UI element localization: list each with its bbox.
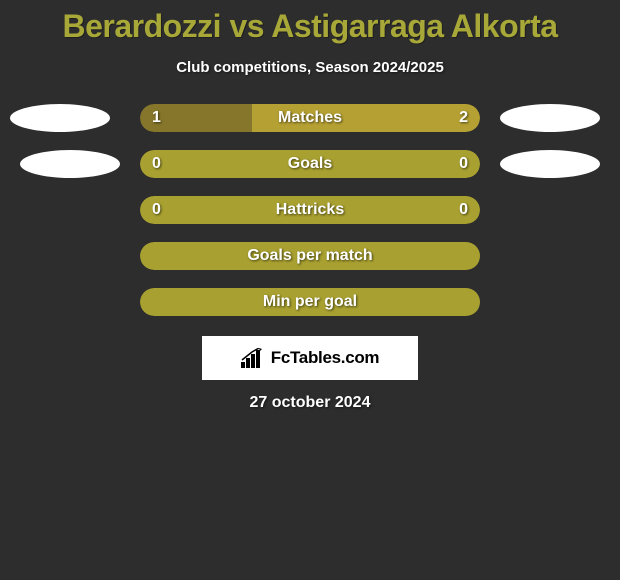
stat-row: 1 2 Matches	[0, 104, 620, 132]
stat-bar: 1 2 Matches	[140, 104, 480, 132]
branding-badge: FcTables.com	[202, 336, 418, 380]
stat-value-right: 2	[459, 109, 468, 127]
date-text: 27 october 2024	[0, 394, 620, 412]
player-avatar-right	[500, 104, 600, 132]
branding-text: FcTables.com	[271, 348, 380, 368]
stat-row: Goals per match	[0, 242, 620, 270]
stat-label: Min per goal	[263, 293, 357, 311]
stat-row: Min per goal	[0, 288, 620, 316]
stat-bar: Min per goal	[140, 288, 480, 316]
stat-label: Hattricks	[276, 201, 344, 219]
player-avatar-left	[20, 150, 120, 178]
stat-bar: 0 0 Goals	[140, 150, 480, 178]
player-avatar-left	[10, 104, 110, 132]
stat-label: Goals per match	[247, 247, 372, 265]
subtitle: Club competitions, Season 2024/2025	[0, 59, 620, 76]
bar-fill-right	[310, 150, 480, 178]
stat-row: 0 0 Hattricks	[0, 196, 620, 224]
stat-value-left: 0	[152, 201, 161, 219]
stat-label: Goals	[288, 155, 332, 173]
chart-icon	[241, 348, 265, 368]
player-avatar-right	[500, 150, 600, 178]
comparison-infographic: Berardozzi vs Astigarraga Alkorta Club c…	[0, 0, 620, 412]
bar-fill-left	[140, 150, 310, 178]
stat-value-left: 0	[152, 155, 161, 173]
stat-value-right: 0	[459, 155, 468, 173]
stat-value-right: 0	[459, 201, 468, 219]
stat-row: 0 0 Goals	[0, 150, 620, 178]
stat-value-left: 1	[152, 109, 161, 127]
stat-rows: 1 2 Matches 0 0 Goals 0 0 Hattricks Goals per mat…	[0, 104, 620, 316]
stat-label: Matches	[278, 109, 342, 127]
stat-bar: Goals per match	[140, 242, 480, 270]
stat-bar: 0 0 Hattricks	[140, 196, 480, 224]
page-title: Berardozzi vs Astigarraga Alkorta	[0, 8, 620, 45]
